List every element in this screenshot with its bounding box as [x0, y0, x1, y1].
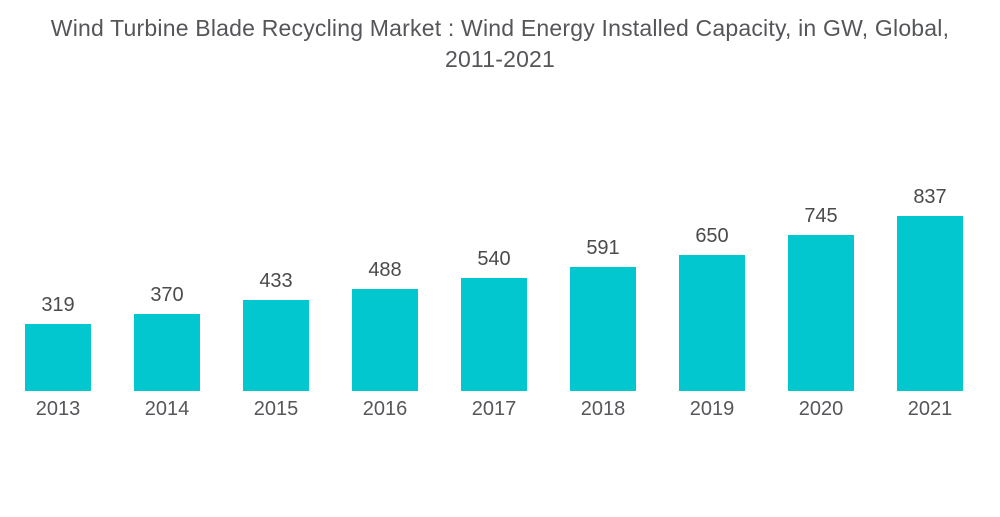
bar — [788, 235, 854, 391]
bar-value-label: 319 — [41, 294, 75, 316]
bar — [461, 278, 527, 391]
bar-value-label: 650 — [695, 225, 729, 247]
x-axis-label: 2021 — [907, 398, 953, 420]
bar-value-label: 745 — [804, 205, 838, 227]
bar — [679, 255, 745, 391]
bar — [897, 216, 963, 391]
bar-column: 591 2018 — [570, 237, 636, 420]
bar-value-label: 591 — [586, 237, 620, 259]
bar-column: 370 2014 — [134, 284, 200, 420]
x-axis-label: 2014 — [144, 398, 190, 420]
bar-value-label: 370 — [150, 284, 184, 306]
bar-chart-plot-area: 319 2013 370 2014 433 2015 488 2016 540 2017 591 20… — [0, 186, 1000, 420]
bar — [25, 324, 91, 391]
x-axis-label: 2020 — [798, 398, 844, 420]
bar — [570, 267, 636, 391]
bar-column: 540 2017 — [461, 248, 527, 420]
bar-column: 319 2013 — [25, 294, 91, 420]
bar — [134, 314, 200, 391]
bar-column: 488 2016 — [352, 259, 418, 420]
bar — [243, 300, 309, 391]
bar — [352, 289, 418, 391]
x-axis-label: 2013 — [35, 398, 81, 420]
x-axis-label: 2016 — [362, 398, 408, 420]
bar-value-label: 488 — [368, 259, 402, 281]
chart-title-line-2: 2011-2021 — [444, 46, 556, 72]
bar-value-label: 433 — [259, 270, 293, 292]
x-axis-label: 2019 — [689, 398, 735, 420]
bar-column: 433 2015 — [243, 270, 309, 420]
bar-column: 650 2019 — [679, 225, 745, 420]
x-axis-label: 2018 — [580, 398, 626, 420]
bar-column: 837 2021 — [897, 186, 963, 420]
bar-value-label: 540 — [477, 248, 511, 270]
chart-title: Wind Turbine Blade Recycling Market : Wi… — [0, 13, 1000, 75]
x-axis-label: 2015 — [253, 398, 299, 420]
bar-value-label: 837 — [913, 186, 947, 208]
chart-title-line-1: Wind Turbine Blade Recycling Market : Wi… — [50, 15, 950, 41]
bar-column: 745 2020 — [788, 205, 854, 420]
x-axis-label: 2017 — [471, 398, 517, 420]
